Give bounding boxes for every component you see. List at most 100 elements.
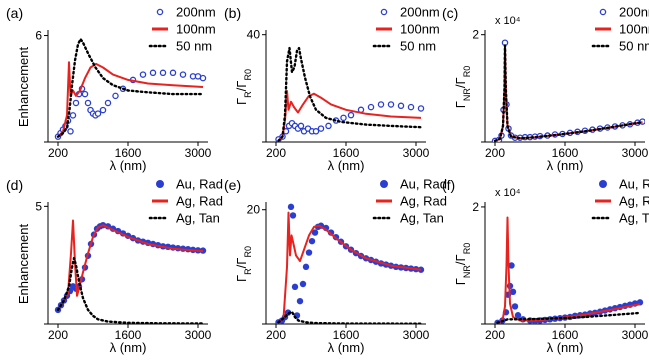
legend-label: Au, Rad [176, 177, 223, 192]
series-line [496, 311, 642, 324]
data-point [112, 92, 119, 100]
y-tick-label: 40 [247, 28, 261, 42]
legend-swatch [156, 8, 164, 16]
legend-label: 50 nm [400, 39, 436, 54]
data-point [347, 111, 355, 119]
legend-item: Au, Rad [380, 177, 447, 192]
legend-swatch [599, 8, 607, 16]
data-point [367, 103, 375, 111]
data-point [179, 71, 187, 78]
panel-c: (c) 200 1600 3000 2 x 10⁴ λ (nm) ΓNR/ΓR0 200nm 10… [442, 5, 649, 174]
data-point [305, 249, 313, 256]
legend-label: Ag, Tan [619, 211, 649, 226]
legend-item: 100nm [376, 22, 440, 37]
x-tick-label: 3000 [185, 328, 212, 342]
x-axis-label: λ (nm) [328, 158, 365, 173]
y-axis-label: ΓNR/ΓR0 [453, 243, 472, 285]
x-tick-label: 3000 [403, 328, 430, 342]
panel-d: (d) 200 1600 3000 5 λ (nm) Enhancement Au, Rad A… [6, 177, 223, 356]
data-point [291, 283, 299, 291]
panel-label: (c) [442, 5, 458, 21]
legend-label: 100nm [400, 22, 440, 37]
series-line [277, 211, 422, 324]
x-tick-label: 3000 [622, 328, 649, 342]
x-tick-label: 1600 [115, 328, 142, 342]
x-axis-label: λ (nm) [110, 158, 147, 173]
y-multiplier: x 10⁴ [495, 15, 521, 27]
series-line [57, 61, 204, 138]
data-point [139, 71, 147, 78]
x-tick-label: 200 [48, 146, 68, 160]
legend-item: Au, Rad [156, 177, 223, 192]
x-tick-label: 1600 [115, 146, 142, 160]
x-tick-label: 1600 [333, 328, 360, 342]
x-tick-label: 200 [266, 146, 286, 160]
data-point [169, 69, 177, 77]
legend-label: Au, Rad [400, 177, 447, 192]
legend-label: Ag, Rad [176, 194, 223, 209]
series-ag-rad [497, 216, 641, 324]
panel-label: (a) [6, 5, 23, 21]
x-axis-label: λ (nm) [328, 340, 365, 355]
data-point [104, 99, 112, 107]
legend-item: 50 nm [148, 39, 212, 54]
y-multiplier: x 10⁴ [495, 187, 521, 199]
x-tick-label: 200 [48, 328, 68, 342]
legend-item: Ag, Tan [591, 211, 649, 226]
y-tick-label: 2 [472, 28, 479, 42]
x-tick-label: 3000 [185, 146, 212, 160]
legend-swatch [156, 180, 164, 188]
legend-label: 200nm [619, 5, 649, 20]
data-point [99, 106, 107, 114]
legend-item: Ag, Rad [152, 194, 223, 209]
data-point [317, 125, 325, 132]
legend-label: 200nm [400, 5, 440, 20]
legend-item: Au, Rad [599, 177, 649, 192]
data-point [149, 69, 157, 77]
data-point [289, 212, 297, 219]
series-ag-tan [56, 256, 205, 324]
panel-a: (a) 200 1600 3000 6 λ (nm) Enhancement 200nm 100… [6, 5, 216, 174]
panel-e: (e) 200 1600 3000 20 λ (nm) ΓR/ΓR0 Au, Rad Ag, R… [224, 177, 447, 356]
y-tick-label: 20 [247, 203, 261, 217]
y-tick-label: 2 [472, 200, 479, 214]
legend-swatch [380, 180, 388, 188]
data-point [417, 266, 425, 273]
data-point [377, 101, 385, 108]
data-point [287, 203, 295, 211]
legend-item: 50 nm [372, 39, 436, 54]
data-point [325, 122, 332, 130]
data-point [417, 105, 425, 112]
x-tick-label: 1600 [333, 146, 360, 160]
data-point [84, 99, 92, 107]
data-point [302, 263, 310, 271]
data-point [508, 262, 515, 269]
legend-item: 100nm [152, 22, 216, 37]
series-line [277, 46, 423, 142]
y-tick-label: 6 [35, 29, 42, 43]
x-axis-label: λ (nm) [547, 158, 584, 173]
legend-item: 100nm [595, 22, 649, 37]
series-line [497, 216, 641, 324]
y-axis-label: ΓNR/ΓR0 [453, 66, 472, 108]
legend-swatch [599, 180, 607, 188]
y-axis-label: ΓR/ΓR0 [234, 69, 253, 105]
data-point [340, 114, 347, 122]
y-axis-label: Enhancement [16, 224, 31, 305]
series-ag-rad [57, 219, 204, 311]
legend-item: 50 nm [591, 39, 649, 54]
data-point [159, 69, 167, 77]
data-point [397, 102, 405, 110]
legend-label: 50 nm [619, 39, 649, 54]
x-axis-label: λ (nm) [110, 340, 147, 355]
data-point [67, 128, 74, 135]
x-tick-label: 200 [266, 328, 286, 342]
legend-item: 200nm [599, 5, 649, 20]
series-50-nm [56, 37, 205, 138]
legend-item: Ag, Rad [376, 194, 447, 209]
series-200nm [491, 39, 645, 142]
data-point [311, 229, 319, 236]
data-point [407, 103, 415, 111]
x-tick-label: 1600 [552, 328, 579, 342]
legend-label: 50 nm [176, 39, 212, 54]
